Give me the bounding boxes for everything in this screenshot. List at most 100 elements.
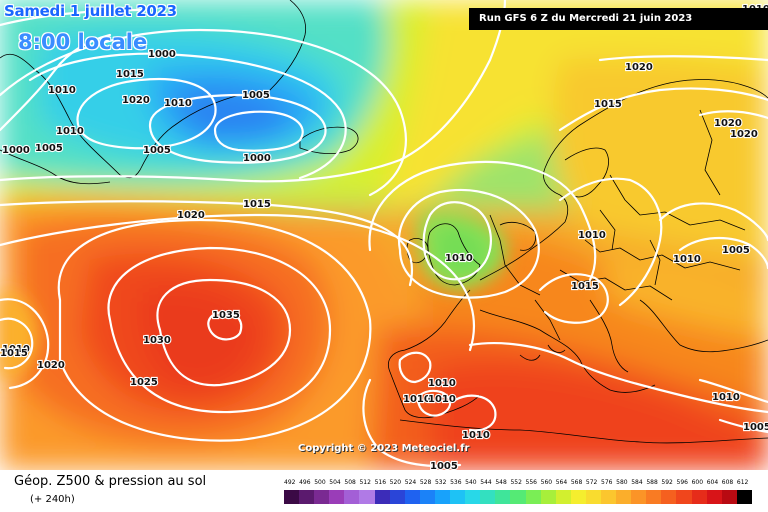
isobar-label: 1015 bbox=[243, 199, 271, 210]
isobar-label: 1020 bbox=[625, 62, 653, 73]
scale-swatch bbox=[419, 490, 435, 504]
scale-value-label: 576 bbox=[601, 479, 613, 486]
scale-value-label: 548 bbox=[495, 479, 507, 486]
scale-swatch bbox=[555, 490, 571, 504]
scale-swatch bbox=[585, 490, 601, 504]
scale-swatch bbox=[389, 490, 405, 504]
scale-value-label: 584 bbox=[631, 479, 643, 486]
isobar-label: 1010 bbox=[445, 253, 473, 264]
scale-swatch bbox=[480, 490, 496, 504]
scale-value-label: 508 bbox=[344, 479, 356, 486]
isobar-label: 1025 bbox=[130, 377, 158, 388]
isobar-label: 1010 bbox=[164, 98, 192, 109]
scale-swatch bbox=[404, 490, 420, 504]
isobar-label: 1020 bbox=[37, 360, 65, 371]
scale-value-label: 552 bbox=[510, 479, 522, 486]
scale-swatch bbox=[434, 490, 451, 504]
isobar-label: 1010 bbox=[56, 126, 84, 137]
forecast-time: 8:00 locale bbox=[18, 30, 148, 54]
scale-value-label: 536 bbox=[450, 479, 462, 486]
isobar-label: 1010 bbox=[578, 230, 606, 241]
trough-field bbox=[0, 211, 507, 379]
scale-swatch bbox=[329, 490, 345, 504]
scale-value-label: 568 bbox=[570, 479, 583, 486]
scale-swatch bbox=[284, 490, 300, 504]
isobar-label: 1015 bbox=[0, 348, 28, 359]
isobar-label: 1020 bbox=[730, 129, 758, 140]
forecast-date: Samedi 1 juillet 2023 bbox=[4, 2, 177, 20]
scale-value-label: 556 bbox=[525, 479, 537, 486]
scale-value-label: 588 bbox=[646, 479, 658, 486]
isobar-label: 1010 bbox=[428, 378, 456, 389]
scale-swatch bbox=[450, 490, 466, 504]
map-canvas: 1000 1015 1010 1020 1010 1005 1000 1005 … bbox=[0, 0, 768, 470]
isobar-label: 1015 bbox=[571, 281, 599, 292]
scale-value-label: 532 bbox=[434, 479, 447, 486]
scale-swatch bbox=[540, 490, 556, 504]
isobar-label: 1005 bbox=[242, 90, 270, 101]
color-scale-bar bbox=[284, 490, 752, 504]
scale-value-label: 604 bbox=[706, 479, 719, 486]
scale-swatch bbox=[495, 490, 511, 504]
scale-value-label: 564 bbox=[555, 479, 568, 486]
scale-value-label: 520 bbox=[389, 479, 402, 486]
scale-swatch bbox=[691, 490, 707, 504]
scale-swatch bbox=[525, 490, 541, 504]
isobar-label: 1010 bbox=[48, 85, 76, 96]
isobar-label: 1030 bbox=[143, 335, 171, 346]
isobar-label: 1005 bbox=[35, 143, 63, 154]
scale-swatch bbox=[631, 490, 647, 504]
run-info-banner: Run GFS 6 Z du Mercredi 21 juin 2023 bbox=[469, 8, 768, 30]
scale-swatch bbox=[661, 490, 677, 504]
isobar-label: 1020 bbox=[177, 210, 205, 221]
scale-swatch bbox=[344, 490, 360, 504]
scale-swatch bbox=[600, 490, 617, 504]
scale-swatch bbox=[721, 490, 737, 504]
scale-value-label: 544 bbox=[480, 479, 492, 486]
isobar-label: 1010 bbox=[2, 344, 30, 355]
isobar-label: 1015 bbox=[594, 99, 622, 110]
scale-value-label: 560 bbox=[540, 479, 553, 486]
color-scale-labels: 492 496 500 504 508 512 516 520 524 528 532 536 540 5… bbox=[282, 479, 752, 489]
isobar-label: 1015 bbox=[116, 69, 144, 80]
scale-value-label: 504 bbox=[329, 479, 341, 486]
scale-swatch bbox=[736, 490, 752, 504]
isobar-label: 1020 bbox=[122, 95, 150, 106]
scale-value-label: 580 bbox=[616, 479, 628, 486]
isobar-labels: 1000 1015 1010 1020 1010 1005 1000 1005 … bbox=[0, 3, 768, 470]
isobar-label: 1005 bbox=[722, 245, 750, 256]
scale-swatch bbox=[646, 490, 662, 504]
scale-value-label: 596 bbox=[676, 479, 688, 486]
isobar-label: 1005 bbox=[430, 461, 458, 470]
scale-value-label: 600 bbox=[691, 479, 704, 486]
isobar-label: 1000 bbox=[148, 49, 176, 60]
isobar-label: 1000 bbox=[2, 145, 30, 156]
scale-value-label: 612 bbox=[736, 479, 749, 486]
scale-value-label: 516 bbox=[374, 479, 387, 486]
scale-value-label: 512 bbox=[359, 479, 371, 486]
scale-value-label: 528 bbox=[419, 479, 432, 486]
isobar-label: 1010 bbox=[712, 392, 740, 403]
weather-map: 1000 1015 1010 1020 1010 1005 1000 1005 … bbox=[0, 0, 768, 470]
scale-swatch bbox=[374, 490, 390, 504]
isobar-label: 1010 bbox=[673, 254, 701, 265]
isobar-label: 1000 bbox=[243, 153, 271, 164]
scale-value-label: 492 bbox=[284, 479, 296, 486]
scale-value-label: 540 bbox=[465, 479, 477, 486]
isobar-label: 1005 bbox=[743, 422, 768, 433]
scale-swatch bbox=[616, 490, 632, 504]
copyright-notice: Copyright © 2023 Meteociel.fr bbox=[298, 443, 470, 454]
isobar-label: 1020 bbox=[714, 118, 742, 129]
scale-value-label: 500 bbox=[314, 479, 326, 486]
isobar-label: 1005 bbox=[143, 145, 171, 156]
isobar-label: 1010 bbox=[428, 394, 456, 405]
scale-value-label: 608 bbox=[721, 479, 734, 486]
scale-swatch bbox=[510, 490, 526, 504]
scale-swatch bbox=[359, 490, 375, 504]
scale-value-label: 572 bbox=[585, 479, 598, 486]
isobar-label: 1010 bbox=[403, 394, 431, 405]
scale-swatch bbox=[676, 490, 692, 504]
legend-title: Géop. Z500 & pression au sol bbox=[14, 474, 207, 489]
scale-swatch bbox=[570, 490, 586, 504]
scale-value-label: 496 bbox=[299, 479, 311, 486]
